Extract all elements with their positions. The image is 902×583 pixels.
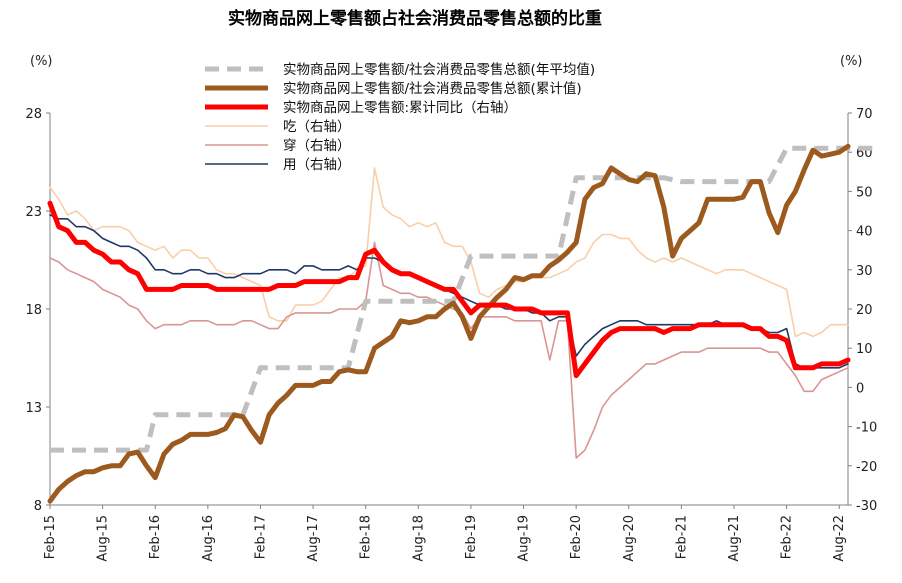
x-tick-label: Feb-20: [569, 515, 584, 559]
series-line-0: [50, 145, 875, 453]
x-tick-label: Aug-18: [411, 515, 426, 562]
right-tick-label: 50: [856, 185, 873, 200]
x-tick-label: Feb-17: [253, 515, 268, 559]
chart-title: 实物商品网上零售额占社会消费品零售总额的比重: [228, 8, 602, 29]
left-tick-label: 13: [25, 401, 42, 416]
right-tick-label: 0: [856, 381, 864, 396]
series-line-2: [47, 200, 851, 379]
series-lines: [47, 143, 875, 504]
x-tick-label: Aug-22: [832, 515, 847, 562]
left-tick-label: 23: [25, 205, 42, 220]
right-tick-label: 30: [856, 264, 873, 279]
legend-label-5: 用（右轴）: [283, 157, 351, 173]
left-tick-label: 8: [34, 499, 42, 514]
series-line-1: [47, 143, 851, 504]
right-tick-label: 10: [856, 342, 873, 357]
x-tick-label: Feb-19: [464, 515, 479, 559]
series-line-4: [49, 241, 849, 459]
legend: 实物商品网上零售额/社会消费品零售总额(年平均值) 实物商品网上零售额/社会消费品…: [205, 62, 595, 173]
x-tick-label: Aug-20: [622, 515, 637, 562]
legend-label-4: 穿（右轴）: [283, 138, 351, 154]
legend-label-1: 实物商品网上零售额/社会消费品零售总额(累计值): [283, 81, 582, 97]
legend-label-3: 吃（右轴）: [283, 119, 351, 135]
x-tick-label: Aug-17: [306, 515, 321, 562]
x-tick-label: Aug-21: [727, 515, 742, 562]
right-tick-label: 70: [856, 107, 873, 122]
right-tick-label: 40: [856, 225, 873, 240]
x-tick-label: Feb-15: [43, 515, 58, 559]
legend-label-2: 实物商品网上零售额:累计同比（右轴）: [283, 100, 517, 116]
right-tick-label: -10: [856, 421, 877, 436]
x-tick-label: Aug-16: [201, 515, 216, 562]
x-tick-label: Aug-19: [517, 515, 532, 562]
x-tick-label: Feb-21: [674, 515, 689, 559]
right-axis-unit: (%): [840, 54, 863, 69]
right-tick-label: -20: [856, 460, 877, 475]
left-tick-label: 18: [25, 303, 42, 318]
x-tick-label: Feb-18: [359, 515, 374, 559]
x-tick-label: Feb-22: [780, 515, 795, 559]
x-tick-label: Feb-16: [148, 515, 163, 559]
legend-label-0: 实物商品网上零售额/社会消费品零售总额(年平均值): [283, 62, 595, 78]
right-tick-label: -30: [856, 499, 877, 514]
right-tick-label: 20: [856, 303, 873, 318]
series-line-3: [49, 167, 849, 338]
x-tick-label: Aug-15: [96, 515, 111, 562]
left-axis-unit: (%): [30, 54, 53, 69]
left-tick-label: 28: [25, 107, 42, 122]
